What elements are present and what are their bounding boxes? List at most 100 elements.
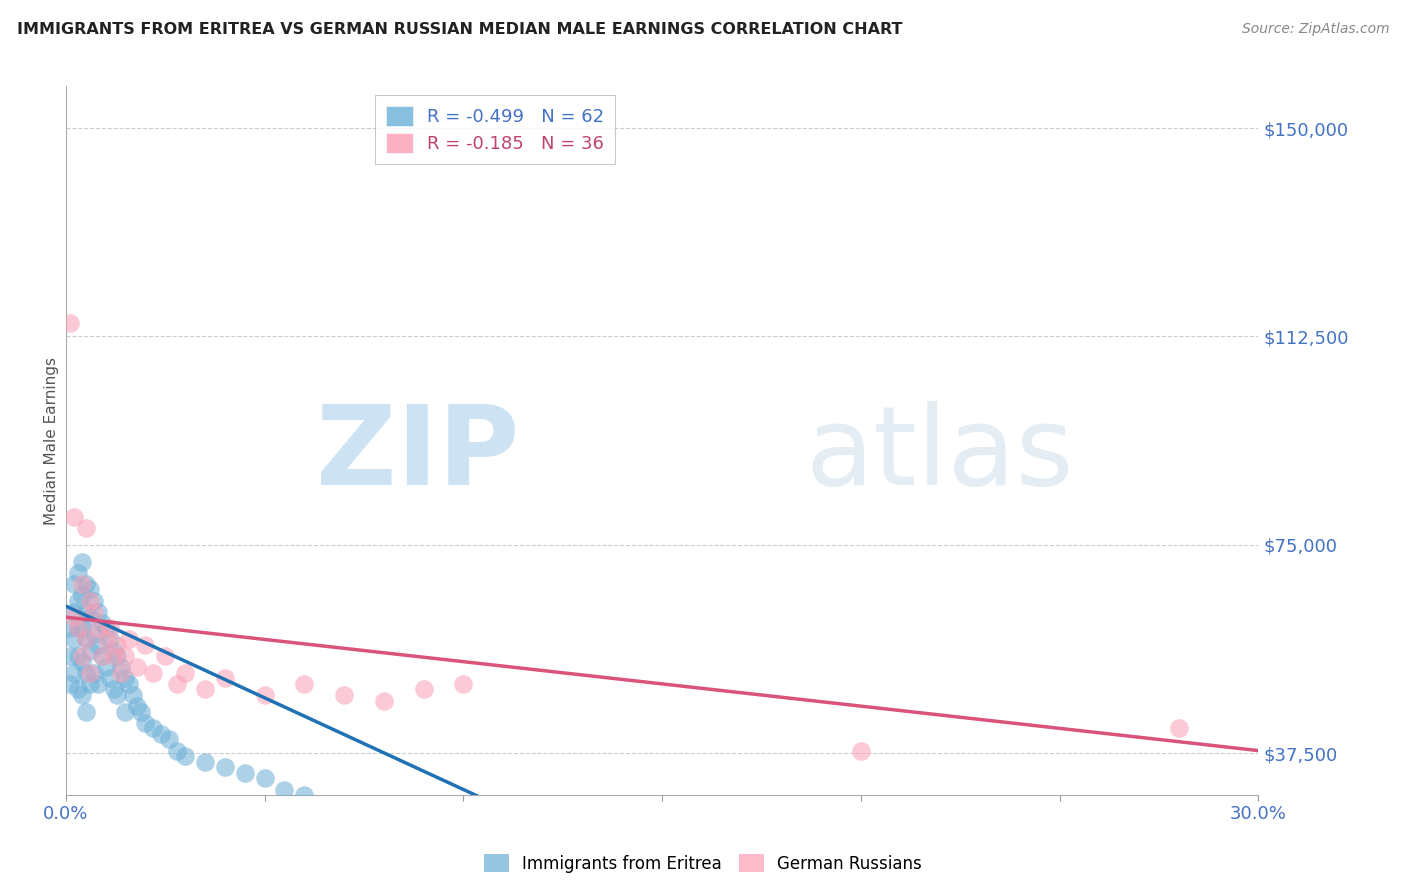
Point — [62, 510, 84, 524]
Point — [453, 677, 475, 691]
Point — [75, 577, 97, 591]
Point — [103, 649, 125, 664]
Point — [114, 671, 136, 685]
Point — [110, 665, 132, 680]
Point — [118, 632, 141, 647]
Point — [194, 755, 217, 769]
Point — [59, 649, 82, 664]
Point — [79, 677, 101, 691]
Point — [90, 649, 112, 664]
Point — [134, 715, 156, 730]
Point — [157, 732, 180, 747]
Legend: Immigrants from Eritrea, German Russians: Immigrants from Eritrea, German Russians — [478, 847, 928, 880]
Point — [194, 682, 217, 697]
Text: IMMIGRANTS FROM ERITREA VS GERMAN RUSSIAN MEDIAN MALE EARNINGS CORRELATION CHART: IMMIGRANTS FROM ERITREA VS GERMAN RUSSIA… — [17, 22, 903, 37]
Point — [214, 671, 236, 685]
Point — [333, 688, 356, 702]
Point — [253, 688, 276, 702]
Point — [86, 638, 108, 652]
Point — [83, 605, 105, 619]
Point — [98, 621, 121, 635]
Point — [62, 632, 84, 647]
Point — [273, 782, 295, 797]
Point — [131, 705, 153, 719]
Point — [75, 632, 97, 647]
Point — [70, 688, 93, 702]
Point — [70, 621, 93, 635]
Point — [86, 605, 108, 619]
Point — [59, 677, 82, 691]
Point — [94, 632, 117, 647]
Point — [62, 605, 84, 619]
Text: ZIP: ZIP — [315, 401, 519, 508]
Point — [174, 665, 197, 680]
Text: atlas: atlas — [806, 401, 1074, 508]
Point — [75, 521, 97, 535]
Point — [79, 582, 101, 597]
Point — [75, 632, 97, 647]
Point — [166, 677, 188, 691]
Legend: R = -0.499   N = 62, R = -0.185   N = 36: R = -0.499 N = 62, R = -0.185 N = 36 — [375, 95, 616, 164]
Point — [134, 638, 156, 652]
Point — [114, 705, 136, 719]
Point — [79, 610, 101, 624]
Point — [62, 665, 84, 680]
Point — [651, 838, 673, 852]
Point — [59, 316, 82, 330]
Point — [118, 677, 141, 691]
Point — [66, 621, 89, 635]
Point — [98, 671, 121, 685]
Point — [66, 566, 89, 580]
Point — [75, 665, 97, 680]
Point — [70, 555, 93, 569]
Point — [75, 605, 97, 619]
Point — [86, 621, 108, 635]
Point — [103, 682, 125, 697]
Point — [153, 649, 176, 664]
Point — [849, 743, 872, 757]
Point — [412, 682, 434, 697]
Point — [98, 632, 121, 647]
Point — [90, 615, 112, 630]
Point — [94, 660, 117, 674]
Point — [107, 649, 129, 664]
Point — [114, 649, 136, 664]
Point — [127, 699, 149, 714]
Point — [66, 621, 89, 635]
Point — [150, 727, 173, 741]
Point — [66, 649, 89, 664]
Point — [122, 688, 145, 702]
Point — [79, 643, 101, 657]
Point — [110, 660, 132, 674]
Point — [233, 765, 256, 780]
Point — [292, 788, 315, 802]
Text: Source: ZipAtlas.com: Source: ZipAtlas.com — [1241, 22, 1389, 37]
Point — [79, 665, 101, 680]
Point — [94, 621, 117, 635]
Point — [142, 665, 165, 680]
Point — [70, 588, 93, 602]
Point — [79, 593, 101, 607]
Point — [107, 638, 129, 652]
Point — [373, 693, 395, 707]
Point — [59, 621, 82, 635]
Point — [75, 705, 97, 719]
Point — [62, 577, 84, 591]
Point — [66, 593, 89, 607]
Point — [66, 682, 89, 697]
Point — [127, 660, 149, 674]
Point — [107, 688, 129, 702]
Point — [1168, 722, 1191, 736]
Y-axis label: Median Male Earnings: Median Male Earnings — [44, 357, 59, 524]
Point — [70, 577, 93, 591]
Point — [90, 649, 112, 664]
Point — [142, 722, 165, 736]
Point — [174, 749, 197, 764]
Point — [103, 643, 125, 657]
Point — [292, 677, 315, 691]
Point — [70, 655, 93, 669]
Point — [62, 610, 84, 624]
Point — [166, 743, 188, 757]
Point — [70, 649, 93, 664]
Point — [83, 665, 105, 680]
